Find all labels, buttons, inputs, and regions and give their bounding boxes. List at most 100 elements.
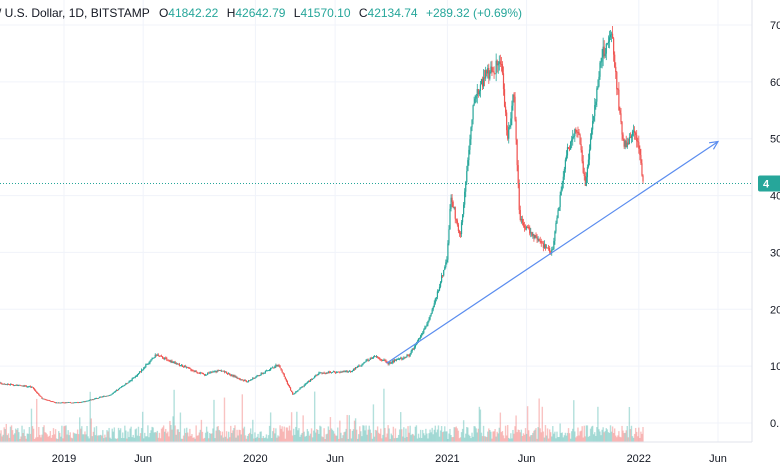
volume-bar	[118, 430, 121, 442]
volume-bar	[523, 434, 526, 442]
candle-body	[375, 356, 378, 358]
volume-bar	[146, 436, 148, 442]
volume-bar	[590, 426, 593, 442]
candle-body	[524, 227, 527, 229]
candle-body	[131, 378, 133, 381]
candle-body	[207, 372, 209, 375]
volume-bar	[183, 428, 186, 442]
volume-bar	[605, 428, 607, 442]
candle-body	[613, 38, 615, 55]
candle-body	[26, 386, 28, 388]
trendline[interactable]	[386, 141, 719, 364]
volume-bar	[67, 430, 69, 442]
candle-body	[129, 380, 131, 382]
candle-body	[185, 366, 187, 368]
volume-bar	[212, 428, 214, 442]
candle-body	[191, 370, 193, 372]
candle-body	[447, 243, 449, 260]
x-tick-label: Jun	[134, 453, 152, 465]
volume-bar	[209, 432, 211, 442]
volume-bar	[348, 415, 351, 442]
volume-bar	[336, 435, 338, 442]
candle-body	[392, 360, 394, 363]
candle-body	[25, 385, 27, 388]
volume-bar	[379, 433, 381, 442]
candle-body	[282, 372, 284, 375]
candle-body	[136, 374, 139, 377]
candle-body	[270, 367, 272, 371]
volume-bar	[611, 426, 614, 442]
candle-body	[369, 358, 371, 360]
volume-bar	[548, 429, 551, 442]
candle-body	[134, 376, 136, 378]
volume-bar	[103, 438, 105, 442]
candle-body	[359, 365, 361, 367]
candle-body	[478, 91, 480, 95]
volume-bar	[72, 432, 75, 442]
volume-bar	[633, 433, 636, 442]
volume-bar	[312, 430, 315, 442]
candle-body	[455, 218, 457, 221]
volume-bar	[184, 432, 187, 442]
candle-body	[377, 356, 379, 358]
candle-body	[384, 359, 386, 361]
candle-body	[178, 363, 180, 366]
volume-bar	[167, 431, 169, 442]
volume-bar	[232, 430, 234, 442]
candle-body	[245, 380, 248, 383]
volume-bar	[288, 425, 291, 442]
volume-bar	[383, 388, 385, 442]
price-scale[interactable]	[752, 0, 780, 470]
volume-bar	[368, 425, 370, 442]
candle-body	[45, 399, 47, 401]
volume-bar	[71, 438, 74, 442]
candle-body	[130, 380, 132, 382]
candle-body	[371, 358, 373, 359]
candle-body	[579, 134, 581, 145]
volume-bar	[434, 425, 437, 442]
volume-bar	[481, 436, 484, 442]
candle-body	[563, 169, 565, 177]
candle-body	[217, 370, 219, 372]
candle-body	[454, 207, 456, 219]
candle-body	[235, 376, 237, 378]
volume-bar	[332, 431, 335, 442]
candle-body	[239, 379, 241, 380]
volume-bar	[370, 432, 373, 442]
candle-body	[93, 398, 96, 400]
candle-body	[607, 41, 609, 44]
volume-bar	[615, 435, 617, 442]
volume-bar	[153, 432, 155, 442]
volume-bar	[474, 426, 476, 442]
candle-body	[177, 363, 179, 365]
volume-bar	[480, 432, 483, 442]
candle-body	[398, 359, 400, 360]
candle-body	[514, 96, 516, 120]
volume-bar	[581, 426, 583, 442]
candle-body	[154, 354, 156, 358]
volume-bar	[476, 432, 478, 442]
candle-body	[28, 386, 30, 388]
volume-bar	[248, 432, 251, 442]
candle-body	[603, 46, 605, 57]
volume-bar	[423, 433, 425, 442]
grid-layer	[0, 0, 752, 442]
volume-bar	[640, 431, 642, 442]
volume-bar	[155, 432, 157, 442]
volume-bar	[9, 426, 12, 442]
candle-body	[253, 377, 255, 379]
volume-bar	[343, 432, 345, 442]
volume-bar	[377, 432, 380, 442]
candle-body	[288, 385, 291, 388]
candle-body	[573, 135, 575, 137]
candle-body	[229, 373, 231, 376]
candle-body	[405, 357, 407, 358]
volume-bar	[65, 425, 67, 442]
candle-body	[173, 361, 175, 363]
volume-bar	[458, 438, 461, 442]
volume-bar	[265, 434, 268, 442]
candle-body	[578, 132, 580, 135]
volume-bar	[468, 434, 470, 442]
volume-bar	[137, 426, 140, 442]
